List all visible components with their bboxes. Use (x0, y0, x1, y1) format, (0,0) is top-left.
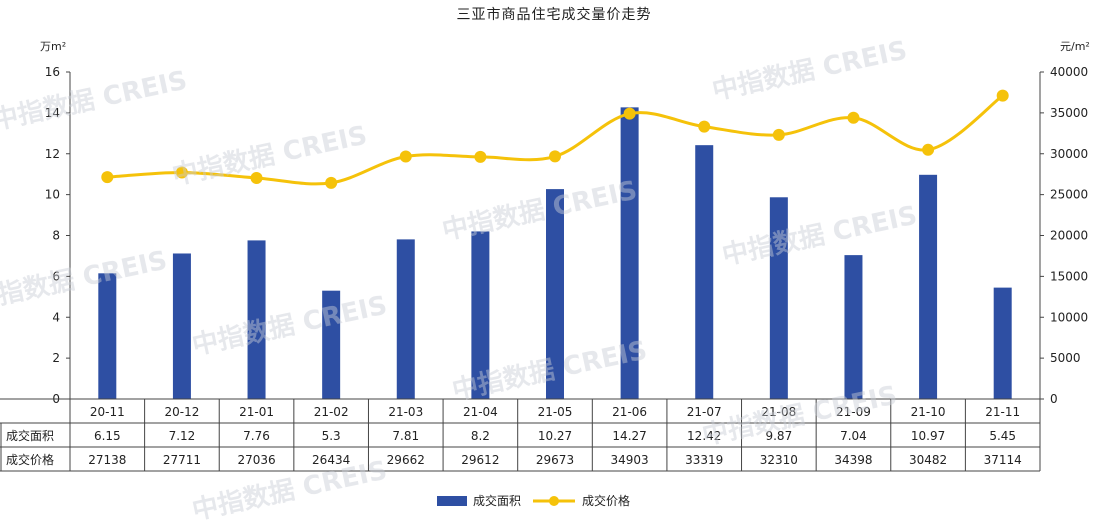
price-point (922, 143, 935, 156)
price-point (399, 150, 412, 163)
x-tick-label: 20-11 (90, 405, 125, 419)
left-tick-label: 2 (52, 351, 60, 365)
data-label: 7.81 (392, 429, 419, 443)
price-point (175, 166, 188, 179)
data-label: 32310 (760, 453, 798, 467)
price-point (250, 171, 263, 184)
bar (769, 197, 788, 399)
data-label: 7.76 (243, 429, 270, 443)
data-label: 34903 (611, 453, 649, 467)
x-tick-label: 21-10 (911, 405, 946, 419)
bar (844, 255, 863, 399)
bar (396, 239, 415, 399)
right-tick-label: 30000 (1050, 147, 1088, 161)
left-tick-label: 10 (45, 188, 60, 202)
x-tick-label: 21-05 (538, 405, 573, 419)
left-tick-label: 12 (45, 147, 60, 161)
left-tick-label: 6 (52, 269, 60, 283)
chart-canvas: 0246810121416050001000015000200002500030… (0, 65, 1088, 508)
bar (322, 290, 341, 399)
data-label: 34398 (834, 453, 872, 467)
data-label: 8.2 (471, 429, 490, 443)
price-point (847, 111, 860, 124)
data-label: 5.45 (989, 429, 1016, 443)
price-point (101, 171, 114, 184)
x-tick-label: 21-11 (985, 405, 1020, 419)
x-tick-label: 21-04 (463, 405, 498, 419)
bar (620, 107, 639, 399)
data-label: 37114 (984, 453, 1022, 467)
bar (471, 231, 490, 399)
right-tick-label: 25000 (1050, 188, 1088, 202)
left-tick-label: 4 (52, 310, 60, 324)
price-point (325, 176, 338, 189)
x-tick-label: 21-02 (314, 405, 349, 419)
data-label: 33319 (685, 453, 723, 467)
data-label: 29662 (387, 453, 425, 467)
x-tick-label: 21-08 (761, 405, 796, 419)
x-tick-label: 21-03 (388, 405, 423, 419)
left-axis-unit: 万m² (40, 40, 67, 53)
x-tick-label: 21-09 (836, 405, 871, 419)
bar (695, 145, 714, 399)
bar (993, 287, 1012, 399)
bar (247, 240, 266, 399)
data-label: 7.12 (169, 429, 196, 443)
price-point (996, 89, 1009, 102)
left-tick-label: 14 (45, 106, 60, 120)
right-tick-label: 35000 (1050, 106, 1088, 120)
data-label: 9.87 (765, 429, 792, 443)
left-tick-label: 16 (45, 65, 60, 79)
data-label: 10.27 (538, 429, 572, 443)
right-tick-label: 40000 (1050, 65, 1088, 79)
data-label: 27711 (163, 453, 201, 467)
bar (919, 174, 938, 399)
right-tick-label: 5000 (1050, 351, 1081, 365)
price-point (698, 120, 711, 133)
bar (546, 189, 564, 399)
x-tick-label: 20-12 (164, 405, 199, 419)
chart-title: 三亚市商品住宅成交量价走势 (456, 7, 652, 23)
left-tick-label: 8 (52, 229, 60, 243)
x-tick-label: 21-06 (612, 405, 647, 419)
data-label: 27138 (88, 453, 126, 467)
x-tick-label: 21-01 (239, 405, 274, 419)
legend-label: 成交价格 (582, 493, 630, 508)
right-tick-label: 20000 (1050, 229, 1088, 243)
table-row-header: 成交价格 (6, 452, 54, 467)
bar (98, 273, 117, 399)
right-axis-unit: 元/m² (1060, 40, 1090, 53)
price-point (474, 150, 487, 163)
data-label: 12.42 (687, 429, 721, 443)
data-label: 26434 (312, 453, 350, 467)
data-label: 5.3 (322, 429, 341, 443)
legend-bar-swatch (437, 496, 467, 506)
legend-label: 成交面积 (473, 493, 521, 508)
data-label: 6.15 (94, 429, 121, 443)
price-point (549, 150, 561, 163)
data-label: 7.04 (840, 429, 867, 443)
price-point (772, 128, 785, 141)
price-point (623, 107, 636, 120)
x-tick-label: 21-07 (687, 405, 722, 419)
data-label: 30482 (909, 453, 947, 467)
data-label: 10.97 (911, 429, 945, 443)
price-line (107, 94, 1004, 186)
right-tick-label: 0 (1050, 392, 1058, 406)
data-label: 27036 (237, 453, 275, 467)
legend-point-swatch (549, 496, 559, 506)
right-tick-label: 15000 (1050, 269, 1088, 283)
bar (172, 253, 191, 399)
table-row-header: 成交面积 (6, 428, 54, 443)
data-label: 29612 (461, 453, 499, 467)
right-tick-label: 10000 (1050, 310, 1088, 324)
data-label: 14.27 (612, 429, 646, 443)
data-label: 29673 (536, 453, 574, 467)
